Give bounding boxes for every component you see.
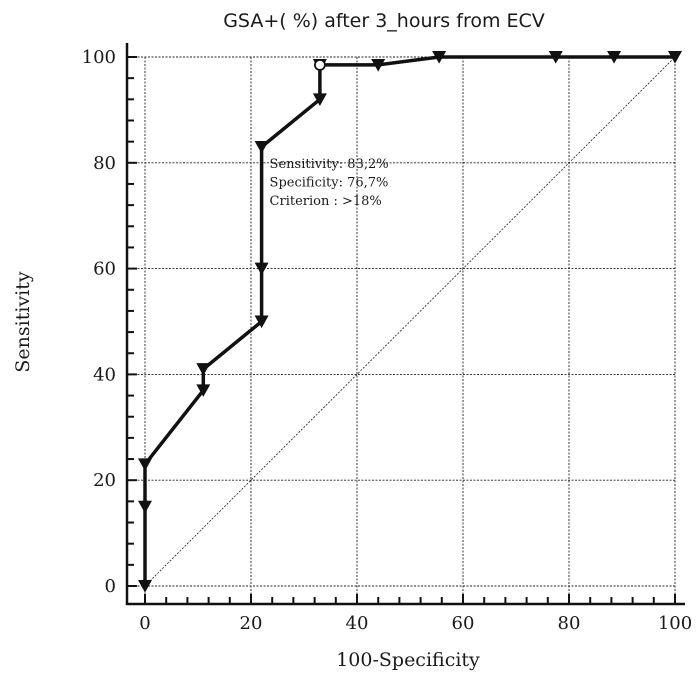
x-axis-label: 100-Specificity [336,649,480,671]
y-tick-label-2: 40 [93,364,116,385]
roc-point-12 [548,51,563,64]
x-tick-label-3: 60 [452,613,475,634]
roc-point-3 [196,384,211,397]
roc-point-11 [432,51,447,64]
roc-point-2 [138,458,152,471]
roc-point-8 [312,93,327,106]
plot-axes [125,43,685,606]
chart-title: GSA+( %) after 3_hours from ECV [223,10,545,32]
y-tick-label-5: 100 [82,47,116,68]
x-tick-label-4: 80 [558,613,581,634]
roc-point-5 [254,315,269,329]
reference-diagonal-line [144,56,676,587]
roc-point-14 [668,51,682,64]
optimal-criterion-point [313,59,326,71]
roc-point-0 [138,580,152,593]
roc-point-7 [254,140,269,154]
roc-point-4 [196,363,211,376]
y-tick-label-4: 80 [93,153,116,174]
roc-point-13 [607,51,622,64]
y-tick-label-1: 20 [93,470,116,491]
grid-lines [127,56,676,604]
x-tick-label-2: 40 [346,613,369,634]
x-tick-label-5: 100 [658,613,692,634]
roc-point-10 [371,58,386,72]
annotation-line-1: Specificity: 76,7% [270,175,389,190]
y-tick-label-3: 60 [93,259,116,280]
x-tick-label-1: 20 [240,613,263,634]
roc-point-6 [254,262,269,276]
y-tick-labels: 0 20 40 60 80 100 [82,47,116,597]
x-tick-label-0: 0 [139,613,150,634]
y-tick-label-0: 0 [105,576,116,597]
y-axis-label: Sensitivity [12,271,34,372]
x-tick-labels: 0 20 40 60 80 100 [139,613,692,634]
roc-point-1 [138,500,152,514]
criterion-annotation: Sensitivity: 83,2% Specificity: 76,7% Crit… [270,157,389,209]
annotation-line-0: Sensitivity: 83,2% [270,157,389,172]
annotation-line-2: Criterion : >18% [270,194,382,209]
